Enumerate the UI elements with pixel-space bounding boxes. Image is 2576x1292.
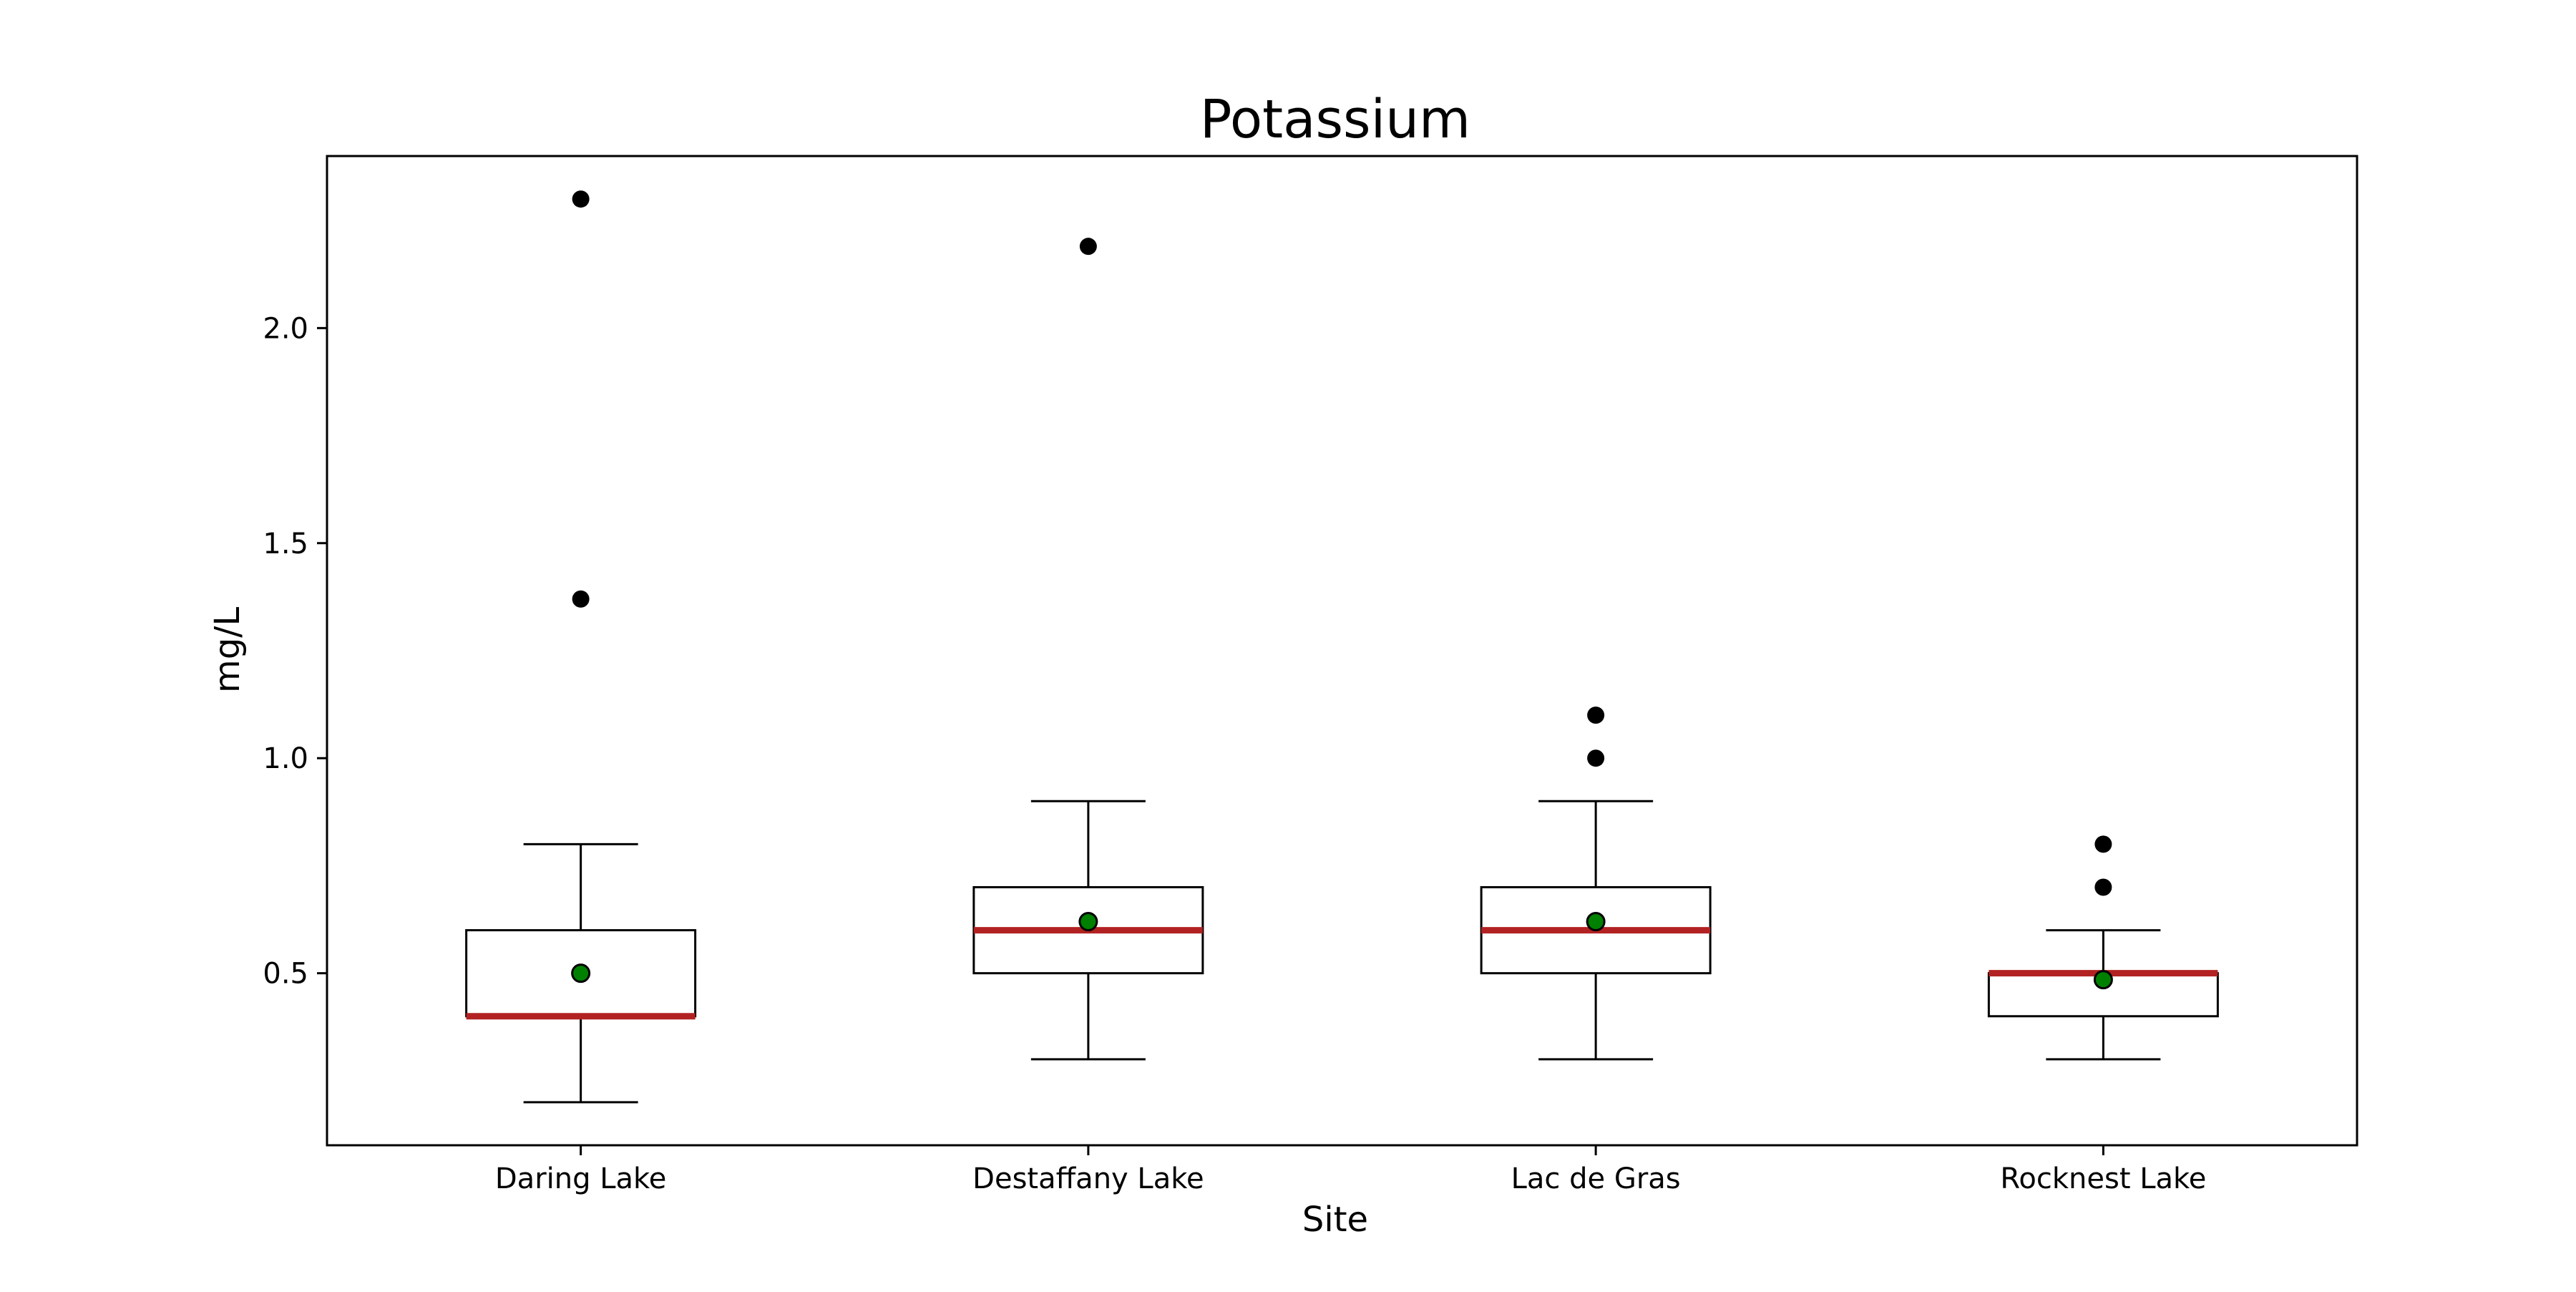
x-tick-label: Daring Lake [495,1162,666,1195]
y-tick-label: 0.5 [263,958,308,991]
x-tick-label: Destaffany Lake [972,1162,1204,1195]
outlier-point [2094,835,2112,853]
outlier-point [572,190,590,208]
box-group [465,190,697,1104]
outlier-point [572,590,590,608]
mean-marker [2093,970,2113,990]
mean-marker [1586,912,1606,932]
y-tick-label: 2.0 [263,312,308,345]
outlier-point [1079,238,1097,256]
outlier-point [1587,706,1605,724]
mean-marker [1078,912,1098,932]
y-tick-label: 1.5 [263,528,308,560]
box-group [1987,835,2219,1061]
plot-area: 0.5 1.0 1.5 2.0 Daring Lake Destaffany Lake La… [263,155,2358,1195]
x-tick-label: Rocknest Lake [2000,1162,2206,1195]
plot-frame [326,155,2358,1147]
box-group [972,238,1204,1061]
y-tick-label: 1.0 [263,742,308,775]
chart-title: Potassium [1200,89,1470,150]
y-axis-label: mg/L [208,607,248,693]
x-axis-label: Site [1302,1200,1368,1240]
outlier-point [1587,749,1605,767]
x-tick-label: Lac de Gras [1511,1162,1681,1195]
box-group [1480,706,1712,1061]
mean-marker [571,963,591,983]
outlier-point [2094,878,2112,896]
